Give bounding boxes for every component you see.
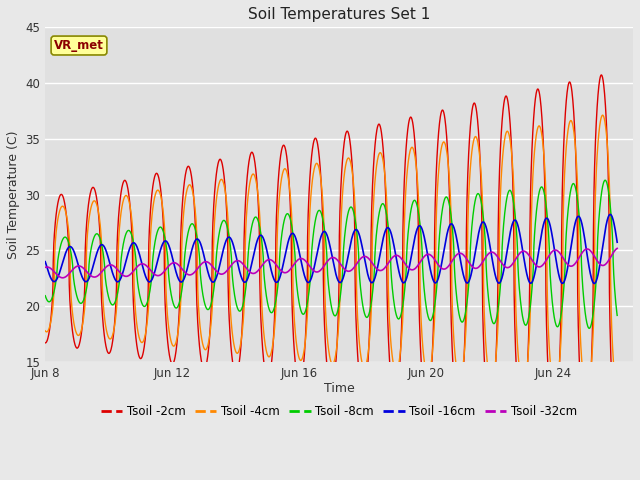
- Y-axis label: Soil Temperature (C): Soil Temperature (C): [7, 130, 20, 259]
- X-axis label: Time: Time: [324, 383, 355, 396]
- Text: VR_met: VR_met: [54, 39, 104, 52]
- Legend: Tsoil -2cm, Tsoil -4cm, Tsoil -8cm, Tsoil -16cm, Tsoil -32cm: Tsoil -2cm, Tsoil -4cm, Tsoil -8cm, Tsoi…: [97, 400, 582, 423]
- Title: Soil Temperatures Set 1: Soil Temperatures Set 1: [248, 7, 430, 22]
